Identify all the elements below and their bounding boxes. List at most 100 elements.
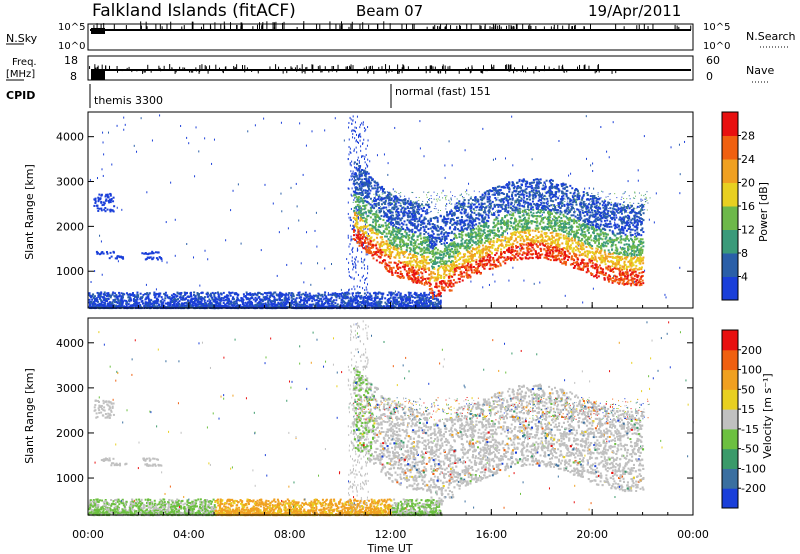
nsky-spike — [275, 21, 277, 30]
freq-spike — [588, 65, 590, 69]
freq-spike — [367, 69, 369, 74]
echo-cell — [409, 299, 412, 302]
echo-cell — [364, 155, 366, 158]
echo-cell — [553, 227, 556, 230]
echo-cell — [360, 302, 363, 305]
echo-cell — [363, 264, 365, 267]
echo-cell — [117, 298, 120, 301]
freq-spike — [438, 69, 440, 74]
nsky-spike — [466, 24, 468, 30]
freq-spike — [191, 69, 193, 71]
echo-cell — [392, 300, 395, 303]
echo-cell — [116, 124, 118, 127]
echo-cell — [186, 291, 189, 294]
nsky-spike — [166, 24, 168, 30]
echo-cell — [340, 294, 343, 297]
echo-cell — [124, 123, 126, 126]
freq-spike — [508, 64, 510, 69]
echo-cell — [266, 292, 269, 295]
echo-cell — [358, 160, 360, 163]
echo-cell — [320, 302, 323, 305]
echo-cell — [420, 297, 423, 300]
echo-cell — [405, 294, 408, 297]
echo-cell — [142, 293, 145, 296]
echo-cell — [653, 221, 655, 224]
echo-cell — [222, 301, 225, 304]
echo-cell — [136, 150, 138, 153]
echo-cell — [356, 285, 358, 288]
echo-cell — [179, 293, 182, 296]
echo-cell — [200, 299, 203, 302]
echo-cell — [341, 300, 344, 303]
freq-spike — [535, 66, 537, 69]
echo-cell — [274, 291, 277, 294]
echo-cell — [140, 300, 143, 303]
echo-cell — [214, 296, 217, 299]
echo-cell — [198, 305, 201, 308]
echo-cell — [280, 301, 283, 304]
echo-cell — [276, 298, 279, 301]
echo-cell — [254, 304, 257, 307]
echo-cell — [330, 305, 333, 308]
echo-cell — [354, 121, 356, 124]
echo-cell — [614, 227, 617, 230]
echo-cell — [293, 303, 296, 306]
echo-cell — [354, 257, 356, 260]
echo-cell — [376, 295, 379, 298]
nsky-spike — [220, 24, 222, 30]
echo-cell — [169, 303, 172, 306]
echo-cell — [131, 292, 134, 295]
echo-cell — [609, 220, 612, 223]
echo-cell — [183, 298, 186, 301]
echo-cell — [241, 300, 244, 303]
echo-cell — [256, 294, 259, 297]
freq-spike — [159, 67, 161, 69]
echo-cell — [278, 297, 281, 300]
echo-cell — [144, 258, 147, 261]
echo-cell — [372, 300, 375, 303]
echo-cell — [108, 295, 111, 298]
freq-spike — [356, 69, 358, 74]
echo-cell — [155, 298, 158, 301]
echo-cell — [340, 292, 343, 295]
echo-cell — [378, 301, 381, 304]
echo-cell — [233, 304, 236, 307]
echo-cell — [94, 305, 97, 308]
echo-cell — [225, 302, 228, 305]
echo-cell — [463, 227, 466, 230]
echo-cell — [206, 293, 209, 296]
echo-cell — [401, 305, 404, 308]
echo-cell — [233, 300, 236, 303]
echo-cell — [356, 140, 358, 143]
echo-cell — [419, 147, 421, 150]
echo-cell — [146, 191, 148, 194]
echo-cell — [195, 299, 198, 302]
echo-cell — [592, 170, 594, 173]
echo-cell — [228, 292, 231, 295]
echo-cell — [350, 178, 352, 181]
echo-cell — [436, 298, 439, 301]
echo-cell — [203, 300, 205, 303]
echo-cell — [353, 277, 355, 280]
echo-cell — [360, 149, 362, 152]
echo-cell — [129, 304, 132, 307]
echo-cell — [334, 293, 337, 296]
echo-cell — [112, 196, 115, 199]
nsky-spike — [511, 26, 513, 30]
echo-cell — [341, 292, 344, 295]
echo-cell — [347, 158, 349, 161]
echo-cell — [102, 201, 105, 204]
echo-cell — [400, 295, 403, 298]
echo-cell — [287, 297, 290, 300]
echo-cell — [393, 214, 395, 217]
echo-cell — [263, 297, 266, 300]
echo-cell — [321, 303, 324, 306]
freq-spike — [425, 69, 427, 74]
freq-spike — [343, 69, 345, 72]
echo-cell — [416, 296, 419, 299]
echo-cell — [269, 300, 272, 303]
echo-cell — [402, 299, 405, 302]
nsky-spike — [445, 24, 447, 30]
echo-cell — [177, 298, 180, 301]
